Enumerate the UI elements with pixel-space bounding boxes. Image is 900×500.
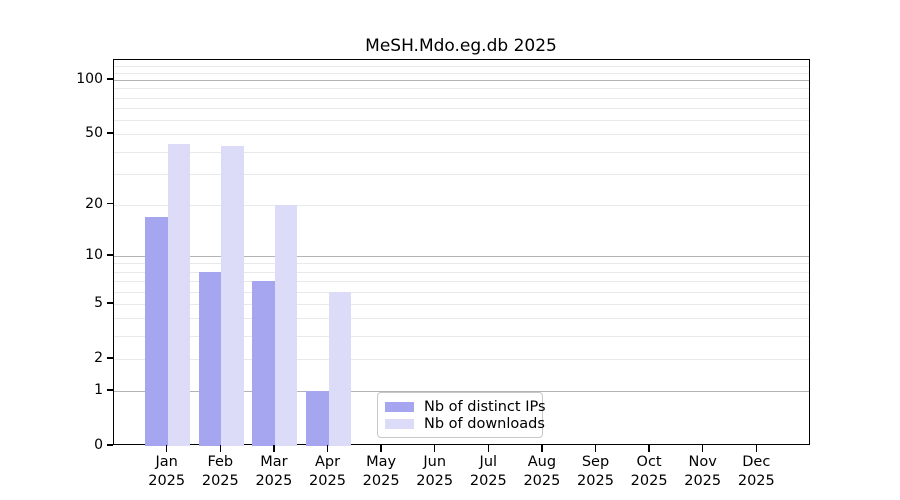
plot-area <box>113 59 810 446</box>
x-tick-label: Sep 2025 <box>577 454 614 489</box>
y-tick-mark <box>107 444 113 446</box>
bar-downloads-mar <box>274 204 298 446</box>
major-gridline <box>114 391 809 393</box>
minor-gridline <box>114 134 809 136</box>
x-tick-mark <box>541 445 543 452</box>
legend-swatch-downloads <box>385 419 414 430</box>
bar-downloads-jan <box>167 144 191 446</box>
x-tick-label: Jun 2025 <box>416 454 454 489</box>
minor-gridline <box>114 281 809 283</box>
x-tick-label: Jul 2025 <box>469 454 507 489</box>
x-tick-mark <box>755 445 758 452</box>
major-gridline <box>114 80 809 82</box>
bar-distinct-ips-mar <box>252 281 275 446</box>
x-tick-mark <box>326 445 329 452</box>
y-tick-mark <box>107 302 113 304</box>
legend-label: Nb of downloads <box>424 416 545 433</box>
x-tick-mark <box>219 445 222 452</box>
minor-gridline <box>114 97 809 99</box>
minor-gridline <box>114 204 809 206</box>
y-tick-label: 1 <box>94 382 103 399</box>
x-tick-label: Oct 2025 <box>630 454 668 489</box>
y-tick-mark <box>107 254 113 256</box>
y-tick-label: 2 <box>94 349 103 366</box>
y-tick-label: 5 <box>94 294 103 311</box>
y-tick-mark <box>107 202 113 205</box>
minor-gridline <box>114 120 809 121</box>
y-tick-label: 100 <box>76 71 103 88</box>
x-tick-mark <box>701 445 704 452</box>
bar-downloads-feb <box>221 145 244 446</box>
minor-gridline <box>114 336 809 338</box>
minor-gridline <box>114 263 809 265</box>
legend-item: Nb of downloads <box>385 416 545 434</box>
legend-label: Nb of distinct IPs <box>424 398 546 415</box>
x-tick-mark <box>648 445 650 452</box>
legend-swatch-distinct-ips <box>385 401 414 412</box>
x-tick-label: Nov 2025 <box>684 454 722 489</box>
legend-item: Nb of distinct IPs <box>385 398 546 416</box>
minor-gridline <box>114 107 809 109</box>
minor-gridline <box>114 151 809 153</box>
y-tick-mark <box>107 132 113 134</box>
x-tick-label: Aug 2025 <box>523 454 561 489</box>
minor-gridline <box>114 65 809 67</box>
minor-gridline <box>114 291 809 293</box>
y-tick-label: 10 <box>85 246 103 263</box>
x-tick-mark <box>487 445 490 452</box>
x-tick-label: Jan 2025 <box>148 454 186 489</box>
minor-gridline <box>114 88 809 90</box>
y-tick-mark <box>107 78 113 80</box>
minor-gridline <box>114 173 809 175</box>
major-gridline <box>114 255 809 257</box>
x-tick-label: Apr 2025 <box>309 454 346 489</box>
bar-distinct-ips-feb <box>198 271 222 446</box>
legend: Nb of distinct IPs Nb of downloads <box>377 392 546 438</box>
chart-title: MeSH.Mdo.eg.db 2025 <box>365 36 557 56</box>
y-tick-label: 50 <box>85 125 103 142</box>
x-tick-mark <box>165 445 168 452</box>
minor-gridline <box>114 271 809 273</box>
y-tick-mark <box>107 357 113 359</box>
x-tick-mark <box>380 445 382 452</box>
y-tick-label: 0 <box>94 437 103 453</box>
y-tick-label: 20 <box>85 195 103 212</box>
y-tick-mark <box>107 389 113 391</box>
x-tick-label: Feb 2025 <box>201 454 239 489</box>
minor-gridline <box>114 318 809 320</box>
bar-distinct-ips-jan <box>145 216 168 446</box>
x-tick-mark <box>273 445 275 452</box>
x-tick-label: Mar 2025 <box>255 454 293 489</box>
x-tick-label: May 2025 <box>362 454 400 489</box>
x-tick-mark <box>594 445 597 452</box>
x-tick-mark <box>433 445 436 452</box>
bar-distinct-ips-apr <box>306 391 329 446</box>
bar-downloads-apr <box>328 291 351 446</box>
minor-gridline <box>114 72 809 74</box>
minor-gridline <box>114 303 809 305</box>
minor-gridline <box>114 358 809 360</box>
x-tick-label: Dec 2025 <box>737 454 775 489</box>
